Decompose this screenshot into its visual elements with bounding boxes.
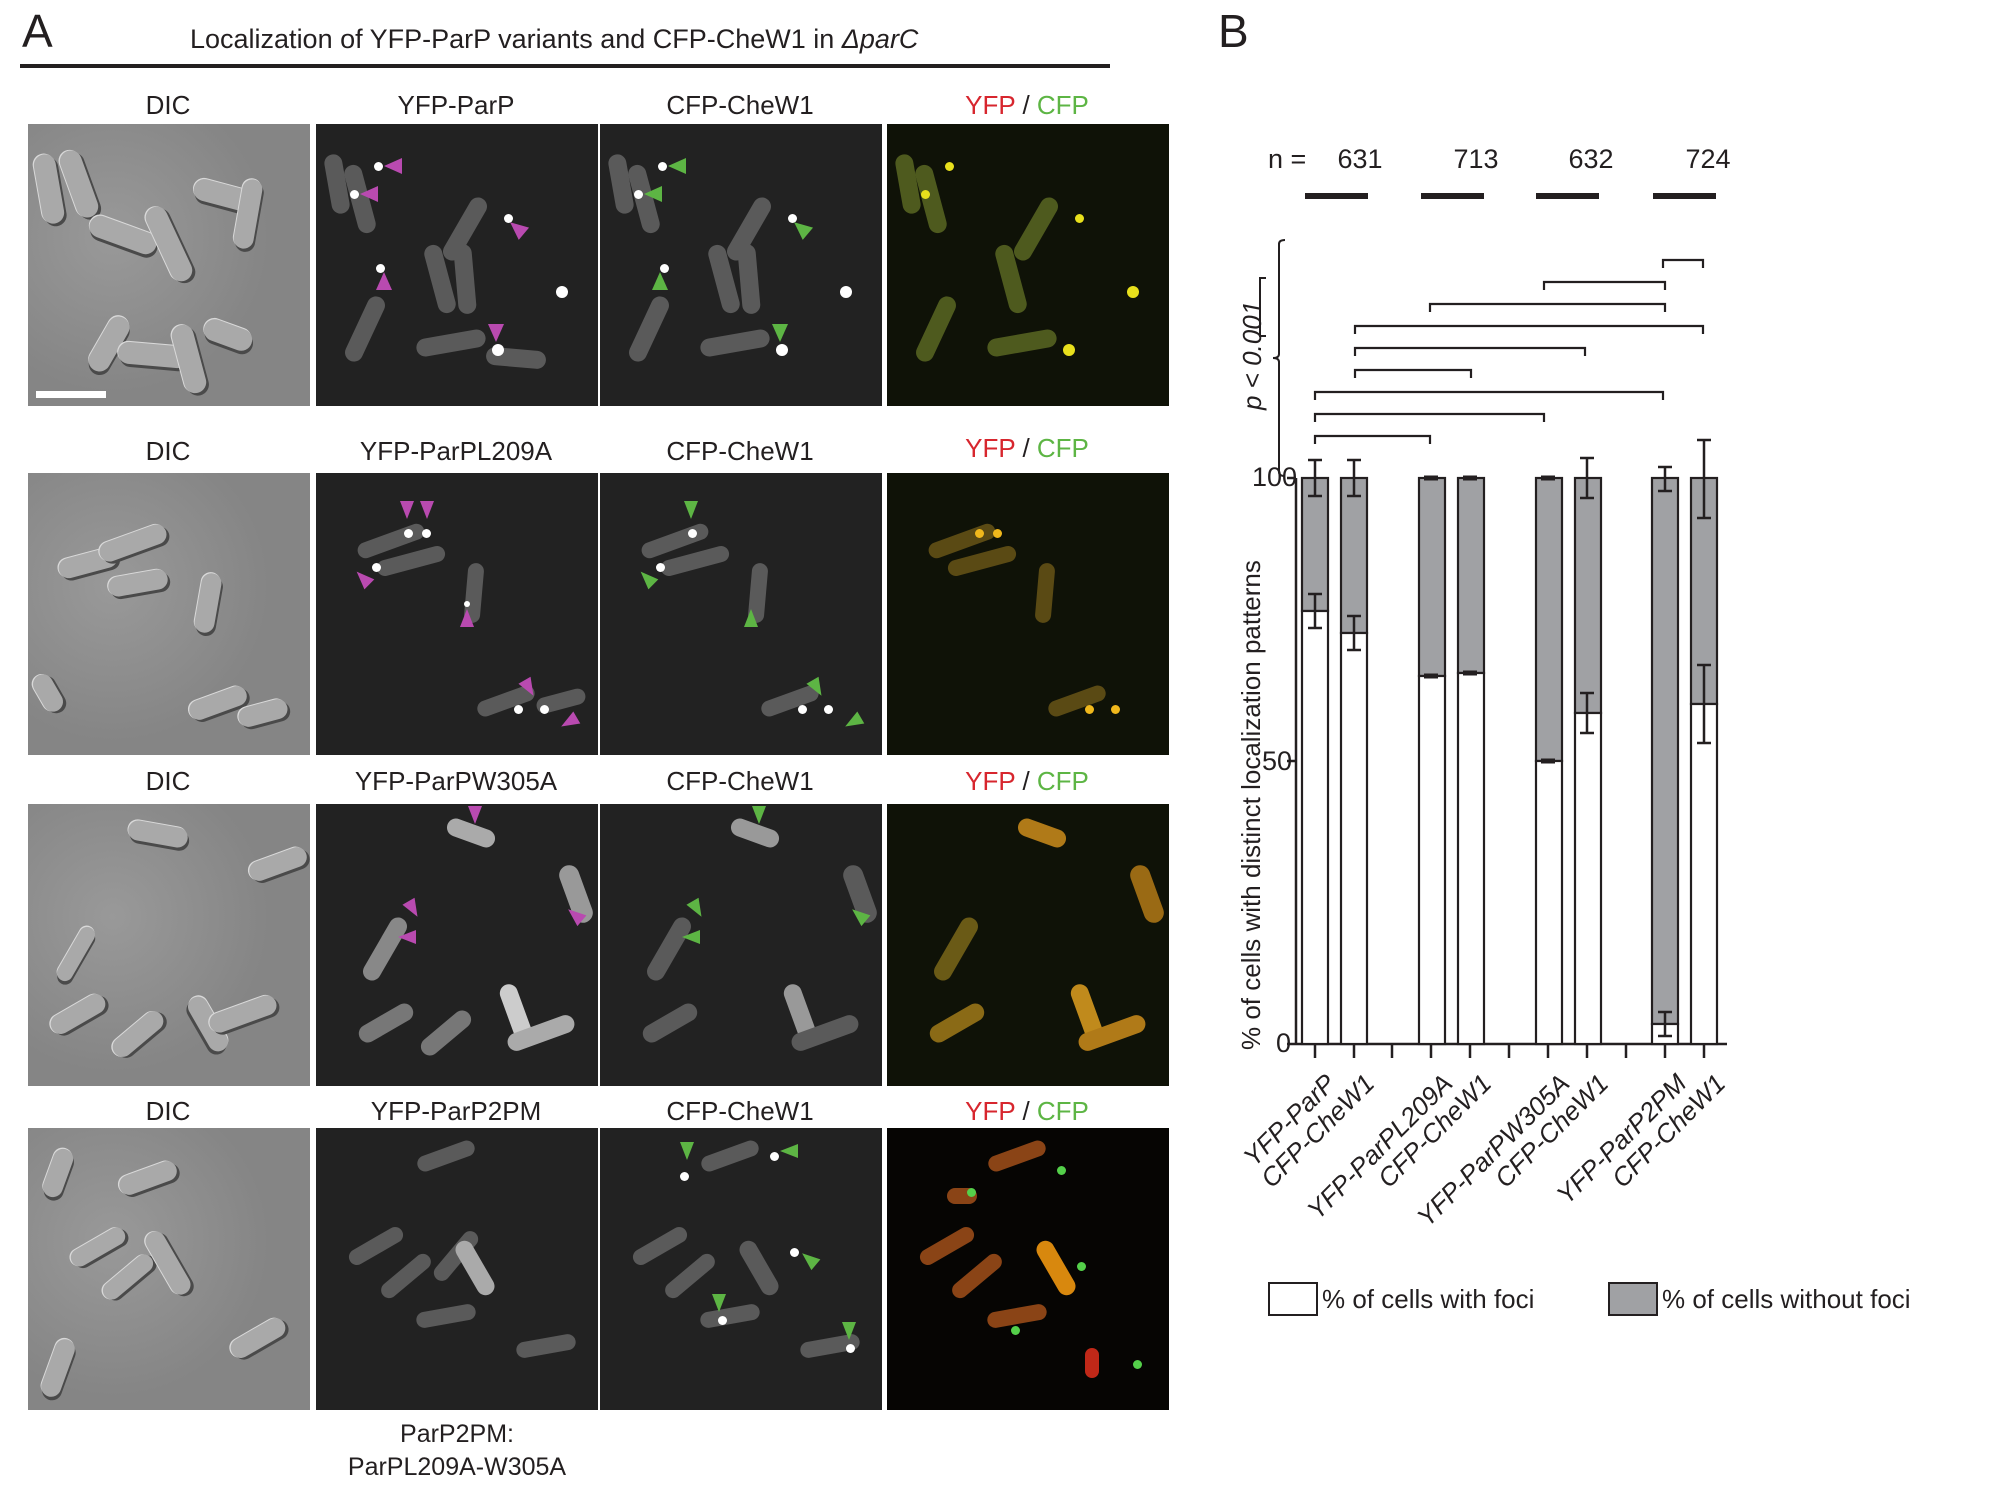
row2-label-merge: YFP / CFP <box>887 433 1167 464</box>
merge-cfp-label: CFP <box>1036 766 1089 796</box>
yfp-focus-arrow-icon <box>460 609 474 627</box>
cfp-focus-arrow-icon <box>780 1144 798 1158</box>
merge-sep: / <box>1015 90 1037 120</box>
cfp-focus-arrow-icon <box>744 609 758 627</box>
row1-dic-image <box>28 124 310 406</box>
cfp-focus-arrow-icon <box>644 186 662 202</box>
row4-label-merge: YFP / CFP <box>887 1096 1167 1127</box>
row2-cfp-image <box>600 473 882 755</box>
yfp-focus-arrow-icon <box>376 272 392 290</box>
yfp-focus-arrow-icon <box>398 930 416 944</box>
panel-a-title: Localization of YFP-ParP variants and CF… <box>190 24 918 55</box>
cfp-focus-arrow-icon <box>842 1322 856 1340</box>
panel-a-title-text: Localization of YFP-ParP variants and CF… <box>190 24 842 54</box>
row3-yfp-image <box>316 804 598 1086</box>
row2-merge-image <box>887 473 1169 755</box>
row2-label-dic: DIC <box>145 436 191 466</box>
cfp-focus-arrow-icon <box>668 158 686 174</box>
significance-braces <box>1259 239 1286 477</box>
scale-bar <box>36 391 106 398</box>
significance-brackets <box>1313 258 1705 444</box>
row3-label-cfp: CFP-CheW1 <box>666 766 814 796</box>
row1-yfp-image <box>316 124 598 406</box>
footnote-line-2: ParPL209A-W305A <box>347 1452 567 1481</box>
panel-a-footnote: ParP2PM: ParPL209A-W305A <box>316 1418 598 1483</box>
row4-label-dic: DIC <box>145 1096 191 1126</box>
row1-label-dic: DIC <box>145 90 191 120</box>
row3-cfp-image <box>600 804 882 1086</box>
footnote-line-1: ParP2PM: <box>400 1420 514 1448</box>
yfp-focus-arrow-icon <box>400 501 414 519</box>
legend-swatch-without-foci <box>1608 1282 1658 1316</box>
row3-dic-image <box>28 804 310 1086</box>
yfp-focus-arrow-icon <box>351 566 375 590</box>
panel-a-title-rule <box>20 64 1110 68</box>
n-value-group-2: 713 <box>1453 144 1499 174</box>
row1-label-yfp: YFP-ParP <box>397 90 515 120</box>
row3-label-yfp: YFP-ParPW305A <box>354 766 558 796</box>
row3-merge-image <box>887 804 1169 1086</box>
cfp-focus-arrow-icon <box>752 806 766 824</box>
row1-label-merge: YFP / CFP <box>887 90 1167 121</box>
row4-yfp-image <box>316 1128 598 1410</box>
merge-cfp-label: CFP <box>1036 1096 1089 1126</box>
yfp-focus-arrow-icon <box>384 158 402 174</box>
merge-yfp-label: YFP <box>965 433 1016 463</box>
cfp-focus-arrow-icon <box>635 566 659 590</box>
panel-a-title-strain: ΔparC <box>841 24 919 54</box>
legend-label-without-foci: % of cells without foci <box>1662 1284 1911 1314</box>
cfp-focus-arrow-icon <box>680 1142 694 1160</box>
merge-sep: / <box>1015 1096 1037 1126</box>
panel-a-letter: A <box>22 5 53 57</box>
yfp-focus-arrow-icon <box>557 711 581 733</box>
row4-merge-image <box>887 1128 1169 1410</box>
error-bars <box>1308 438 1711 1038</box>
cfp-focus-arrow-icon <box>652 272 668 290</box>
row4-label-yfp: YFP-ParP2PM <box>370 1096 542 1126</box>
row4-dic-image <box>28 1128 310 1410</box>
n-prefix: n = <box>1268 144 1307 174</box>
n-value-group-3: 632 <box>1568 144 1614 174</box>
row4-cfp-image <box>600 1128 882 1410</box>
cfp-focus-arrow-icon <box>686 897 708 921</box>
legend-swatch-with-foci <box>1268 1282 1318 1316</box>
n-value-group-4: 724 <box>1685 144 1731 174</box>
row1-merge-image <box>887 124 1169 406</box>
yfp-focus-arrow-icon <box>360 186 378 202</box>
merge-yfp-label: YFP <box>965 766 1016 796</box>
n-group-rules <box>1305 193 1716 199</box>
merge-yfp-label: YFP <box>965 90 1016 120</box>
merge-sep: / <box>1015 766 1037 796</box>
cfp-focus-arrow-icon <box>682 930 700 944</box>
merge-yfp-label: YFP <box>965 1096 1016 1126</box>
yfp-focus-arrow-icon <box>468 806 482 824</box>
row2-label-yfp: YFP-ParPL209A <box>359 436 553 466</box>
yfp-focus-arrow-icon <box>402 897 424 921</box>
cfp-focus-arrow-icon <box>712 1294 726 1312</box>
cfp-focus-arrow-icon <box>797 1247 821 1271</box>
bar-chart <box>1259 193 1727 1058</box>
bars <box>1300 476 1719 1046</box>
row2-dic-image <box>28 473 310 755</box>
legend-label-with-foci: % of cells with foci <box>1322 1284 1535 1314</box>
row3-label-dic: DIC <box>145 766 191 796</box>
merge-cfp-label: CFP <box>1036 90 1089 120</box>
row3-label-merge: YFP / CFP <box>887 766 1167 797</box>
row2-label-cfp: CFP-CheW1 <box>666 436 814 466</box>
yfp-focus-arrow-icon <box>488 324 504 342</box>
row1-cfp-image <box>600 124 882 406</box>
row4-label-cfp: CFP-CheW1 <box>666 1096 814 1126</box>
cfp-focus-arrow-icon <box>684 501 698 519</box>
row2-yfp-image <box>316 473 598 755</box>
n-value-group-1: 631 <box>1337 144 1383 174</box>
merge-cfp-label: CFP <box>1036 433 1089 463</box>
row1-label-cfp: CFP-CheW1 <box>666 90 814 120</box>
panel-b-letter: B <box>1218 5 1249 57</box>
yfp-focus-arrow-icon <box>420 501 434 519</box>
merge-sep: / <box>1015 433 1037 463</box>
cfp-focus-arrow-icon <box>772 324 788 342</box>
cfp-focus-arrow-icon <box>841 711 865 733</box>
ytick-0: 0 <box>1276 1028 1292 1058</box>
